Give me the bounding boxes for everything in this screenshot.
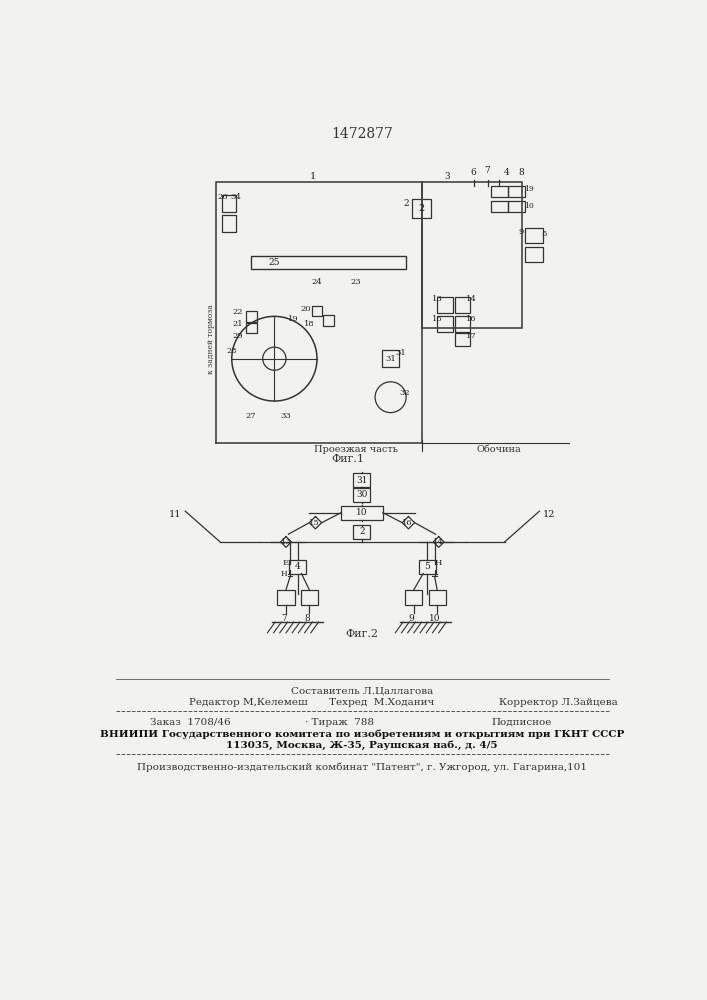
Text: 19: 19 [524,185,534,193]
Text: 30: 30 [356,490,368,499]
Bar [437,316,452,332]
Text: 2: 2 [359,527,365,536]
Bar [455,333,470,346]
Bar [428,590,445,605]
Text: 3: 3 [445,172,450,181]
Text: 15: 15 [308,519,320,527]
Bar [251,256,406,269]
Text: · Тираж  788: · Тираж 788 [305,718,375,727]
Bar [437,297,452,312]
Text: 7: 7 [281,614,286,623]
Bar [508,201,525,212]
Text: 2: 2 [419,204,425,213]
Bar [354,488,370,502]
Text: 19: 19 [288,315,299,323]
Bar [525,228,542,243]
Text: 9: 9 [518,228,523,236]
Text: 26: 26 [218,193,228,201]
Text: 14: 14 [466,295,477,303]
Text: 5: 5 [424,562,430,571]
Bar [246,311,257,322]
Text: 5: 5 [542,230,547,238]
Text: 12: 12 [543,510,556,519]
Text: 28: 28 [226,347,237,355]
Text: 6: 6 [471,168,477,177]
Text: 11: 11 [169,510,182,519]
Text: 9: 9 [409,614,414,623]
Text: 29: 29 [233,332,243,340]
Text: 1472877: 1472877 [331,127,393,141]
Text: 10: 10 [356,508,368,517]
Bar [341,506,383,520]
Text: Редактор М,Келемеш: Редактор М,Келемеш [189,698,308,707]
Text: 31: 31 [356,476,368,485]
Text: 113035, Москва, Ж-35, Раушская наб., д. 4/5: 113035, Москва, Ж-35, Раушская наб., д. … [226,740,498,750]
Text: ВНИИПИ Государственного комитета по изобретениям и открытиям при ГКНТ СССР: ВНИИПИ Государственного комитета по изоб… [100,730,624,739]
Text: 22: 22 [233,308,243,316]
Text: Техред  М.Ходанич: Техред М.Ходанич [329,698,434,707]
Text: 16: 16 [466,315,477,323]
Text: 13: 13 [281,538,291,546]
Text: 25: 25 [269,258,280,267]
Text: 17: 17 [466,332,477,340]
Text: 7: 7 [484,166,491,175]
Bar [300,590,317,605]
Text: 10: 10 [429,614,440,623]
Text: Составитель Л.Цаллагова: Составитель Л.Цаллагова [291,686,433,695]
Text: Обочина: Обочина [477,445,522,454]
Text: 20: 20 [300,305,310,313]
Bar [508,186,525,197]
Bar [323,315,334,326]
Text: 1: 1 [310,172,316,181]
Bar [405,590,422,605]
Bar [354,525,370,539]
Text: 4: 4 [295,562,300,571]
Text: 31: 31 [385,355,396,363]
Bar [277,590,295,605]
Text: 27: 27 [246,412,257,420]
Bar [354,473,370,487]
Text: E: E [283,559,289,567]
Bar [491,201,508,212]
Text: 16: 16 [402,519,412,527]
Text: 32: 32 [399,389,410,397]
Bar [455,316,470,332]
Bar [312,306,322,316]
Text: 21: 21 [233,320,243,328]
Text: 8: 8 [304,614,310,623]
Text: 2: 2 [403,199,409,208]
Text: 33: 33 [281,412,291,420]
Text: Фиг.1: Фиг.1 [332,454,365,464]
Bar [246,323,257,333]
Text: 8: 8 [518,168,524,177]
Text: 13: 13 [432,295,443,303]
Text: H: H [281,570,287,578]
Text: 4: 4 [504,168,510,177]
Text: Производственно-издательский комбинат "Патент", г. Ужгород, ул. Гагарина,101: Производственно-издательский комбинат "П… [137,762,587,772]
Text: Корректор Л.Зайцева: Корректор Л.Зайцева [499,698,618,707]
Text: Проезжая часть: Проезжая часть [314,445,398,454]
Text: Подписное: Подписное [491,718,551,727]
Text: 10: 10 [524,202,534,210]
Bar [289,560,306,574]
Text: Заказ  1708/46: Заказ 1708/46 [151,718,231,727]
Bar [525,247,542,262]
Text: 15: 15 [432,315,443,323]
Text: H: H [435,559,443,567]
Text: 18: 18 [304,320,315,328]
Bar [382,350,399,367]
Bar [223,195,236,212]
Text: 23: 23 [351,278,361,286]
Bar [412,199,431,218]
Text: к задней тормоза: к задней тормоза [207,305,215,374]
Bar [223,215,236,232]
Bar [491,186,508,197]
Text: 24: 24 [312,278,322,286]
Text: 31: 31 [395,349,406,357]
Bar [455,297,470,312]
Text: 34: 34 [230,193,241,201]
Bar [419,560,436,574]
Text: Фиг.2: Фиг.2 [346,629,378,639]
Text: 14: 14 [433,538,444,546]
